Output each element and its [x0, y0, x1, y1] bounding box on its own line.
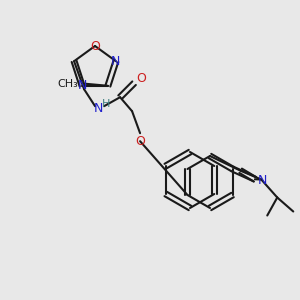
Text: N: N: [93, 102, 103, 115]
Text: H: H: [102, 99, 110, 109]
Text: O: O: [135, 135, 145, 148]
Text: N: N: [258, 174, 267, 187]
Text: CH₃: CH₃: [57, 79, 78, 89]
Text: O: O: [136, 72, 146, 85]
Text: O: O: [90, 40, 100, 52]
Text: N: N: [111, 55, 121, 68]
Text: N: N: [77, 79, 87, 92]
